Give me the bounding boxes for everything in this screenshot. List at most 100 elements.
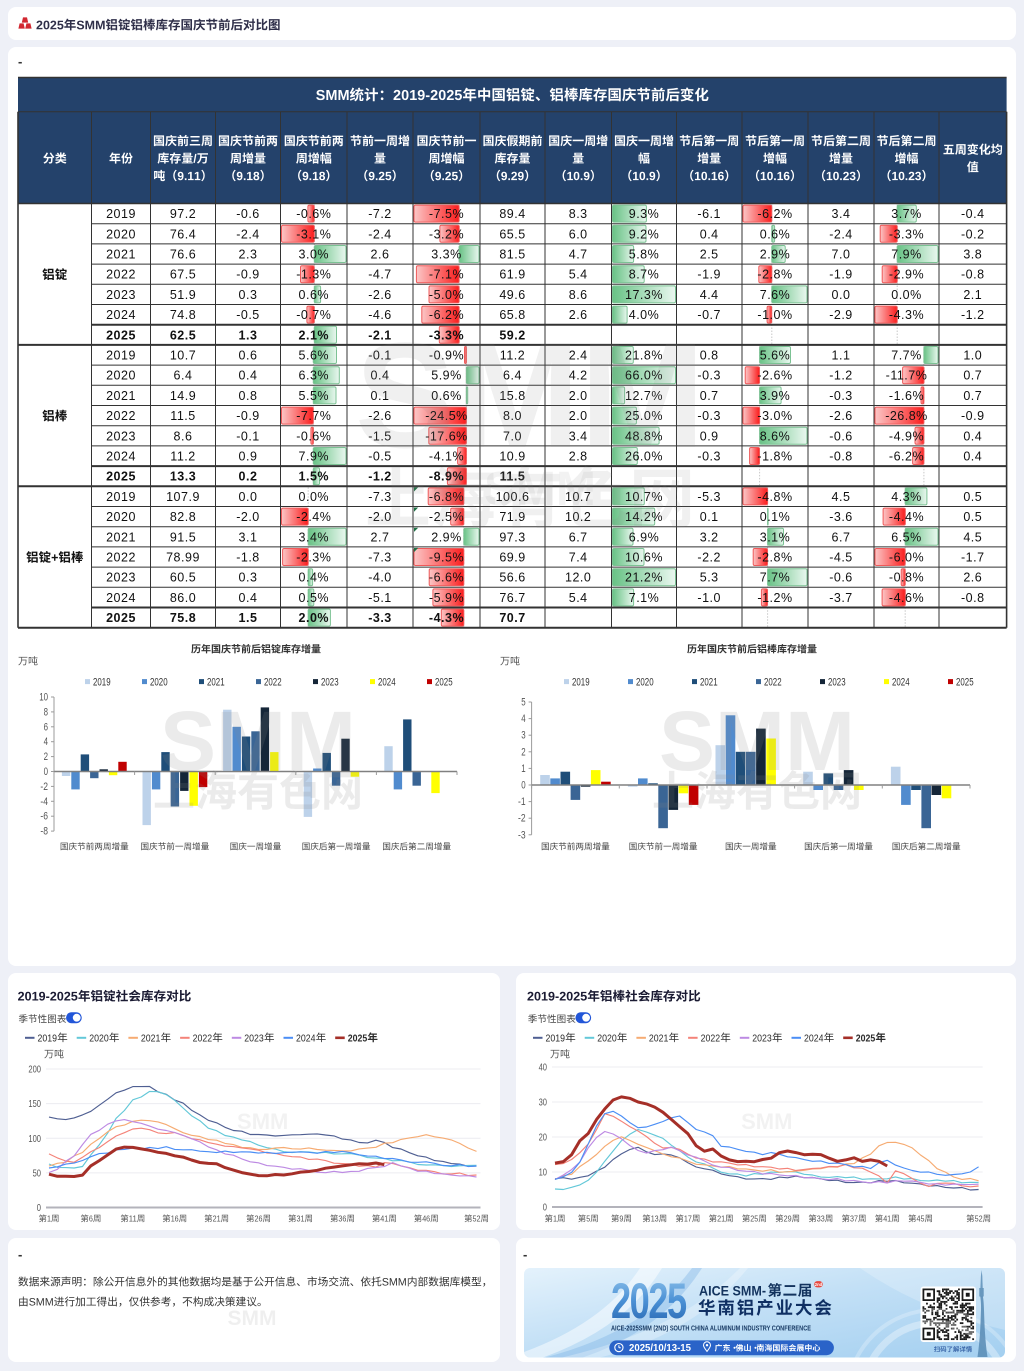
svg-text:7.9%: 7.9% <box>891 248 922 262</box>
svg-text:0.5%: 0.5% <box>299 591 330 605</box>
svg-text:2021: 2021 <box>141 1032 161 1044</box>
svg-text:21: 21 <box>213 1214 221 1224</box>
svg-text:2024: 2024 <box>804 1032 824 1044</box>
svg-text:45: 45 <box>917 1214 925 1224</box>
svg-text:-: - <box>18 54 22 69</box>
svg-text:2.1: 2.1 <box>963 288 982 302</box>
svg-text:-6.2%: -6.2% <box>889 450 924 464</box>
svg-text:2025/10/13-15: 2025/10/13-15 <box>629 1343 691 1354</box>
svg-text:11: 11 <box>129 1214 137 1224</box>
svg-text:56.6: 56.6 <box>499 571 525 585</box>
svg-text:-1.2: -1.2 <box>961 308 985 322</box>
svg-text:200: 200 <box>28 1064 41 1076</box>
svg-text:15.8: 15.8 <box>499 389 525 403</box>
svg-text:2.4: 2.4 <box>569 349 588 363</box>
svg-text:10.7: 10.7 <box>170 349 196 363</box>
svg-text:2025: 2025 <box>106 328 136 342</box>
svg-text:2.1%: 2.1% <box>299 328 330 342</box>
svg-text:-1.2: -1.2 <box>368 470 392 484</box>
svg-text:5.4: 5.4 <box>569 268 588 282</box>
svg-text:2022: 2022 <box>264 676 282 688</box>
svg-text:65.5: 65.5 <box>499 227 525 241</box>
svg-text:4.4: 4.4 <box>700 288 719 302</box>
svg-text:107.9: 107.9 <box>166 490 200 504</box>
svg-text:2020: 2020 <box>106 227 136 241</box>
svg-text:-3.3%: -3.3% <box>429 328 464 342</box>
svg-text:0.2: 0.2 <box>239 470 258 484</box>
svg-text:0.8: 0.8 <box>700 349 719 363</box>
svg-text:-0.6%: -0.6% <box>296 429 331 443</box>
svg-text:3.7%: 3.7% <box>891 207 922 221</box>
svg-text:-2.4: -2.4 <box>368 227 392 241</box>
svg-text:-4.7: -4.7 <box>368 268 392 282</box>
svg-text:4.0%: 4.0% <box>629 308 660 322</box>
svg-text:5.6%: 5.6% <box>299 349 330 363</box>
svg-text:2: 2 <box>521 746 525 758</box>
svg-text:150: 150 <box>28 1098 41 1110</box>
svg-text:1: 1 <box>47 1214 51 1224</box>
svg-text:0.9: 0.9 <box>239 450 258 464</box>
svg-text:7.0: 7.0 <box>503 429 522 443</box>
svg-text:-1.3%: -1.3% <box>296 268 331 282</box>
svg-text:60.5: 60.5 <box>170 571 196 585</box>
svg-text:0.6%: 0.6% <box>299 288 330 302</box>
svg-text:3.2: 3.2 <box>700 530 719 544</box>
svg-text:50: 50 <box>33 1168 42 1180</box>
svg-text:-0.6: -0.6 <box>236 207 260 221</box>
svg-text:13: 13 <box>651 1214 659 1224</box>
svg-text:12.0: 12.0 <box>565 571 591 585</box>
svg-text:0.3: 0.3 <box>239 571 258 585</box>
svg-text:-6.2%: -6.2% <box>757 207 792 221</box>
svg-text:-0.6%: -0.6% <box>296 207 331 221</box>
svg-text:9: 9 <box>619 1214 623 1224</box>
svg-text:-2: -2 <box>40 781 48 793</box>
svg-text:1: 1 <box>553 1214 557 1224</box>
svg-text:-2.6: -2.6 <box>368 288 392 302</box>
svg-text:2023: 2023 <box>321 676 339 688</box>
svg-text:-6: -6 <box>40 811 48 823</box>
svg-text:-2.6: -2.6 <box>368 409 392 423</box>
svg-text:0.0: 0.0 <box>832 288 851 302</box>
svg-text:6.7: 6.7 <box>832 530 851 544</box>
svg-text:4: 4 <box>44 736 48 748</box>
svg-text:7.6%: 7.6% <box>760 288 791 302</box>
svg-text:3.4%: 3.4% <box>299 530 330 544</box>
svg-text:17: 17 <box>684 1214 692 1224</box>
svg-text:0: 0 <box>543 1202 547 1214</box>
svg-text:89.4: 89.4 <box>499 207 525 221</box>
svg-text:-5.0%: -5.0% <box>429 288 464 302</box>
svg-text:2.5: 2.5 <box>700 248 719 262</box>
svg-text:41: 41 <box>883 1214 891 1224</box>
svg-text:10: 10 <box>39 692 48 704</box>
svg-text:-0.5: -0.5 <box>236 308 260 322</box>
svg-text:4.5: 4.5 <box>963 530 982 544</box>
svg-text:11.2: 11.2 <box>170 450 195 464</box>
svg-text:2023: 2023 <box>244 1032 264 1044</box>
svg-text:2.0%: 2.0% <box>299 611 330 625</box>
svg-text:-0.3: -0.3 <box>697 450 721 464</box>
svg-text:-2.1: -2.1 <box>368 328 392 342</box>
svg-text:0.4: 0.4 <box>371 369 390 383</box>
svg-text:2022: 2022 <box>764 676 782 688</box>
svg-text:5.3: 5.3 <box>700 571 719 585</box>
svg-text:2025: 2025 <box>856 1032 876 1044</box>
svg-text:-2.6%: -2.6% <box>757 369 792 383</box>
svg-text:2019: 2019 <box>38 1032 58 1044</box>
svg-text:-0.8: -0.8 <box>961 591 985 605</box>
svg-text:0.6: 0.6 <box>239 349 258 363</box>
svg-text:2024: 2024 <box>892 676 910 688</box>
svg-text:-8: -8 <box>40 826 48 838</box>
svg-text:-0.1: -0.1 <box>368 349 392 363</box>
svg-text:8.3: 8.3 <box>569 207 588 221</box>
svg-text:-5.1: -5.1 <box>368 591 392 605</box>
svg-text:0.4%: 0.4% <box>299 571 330 585</box>
svg-text:-0.9: -0.9 <box>236 268 260 282</box>
svg-text:70.7: 70.7 <box>499 611 525 625</box>
svg-text:21: 21 <box>717 1214 725 1224</box>
svg-text:-3.1%: -3.1% <box>296 227 331 241</box>
svg-text:2024: 2024 <box>106 308 136 322</box>
svg-text:2.8: 2.8 <box>569 450 588 464</box>
svg-text:0.9: 0.9 <box>700 429 719 443</box>
svg-text:0.5: 0.5 <box>963 510 982 524</box>
svg-text:7.1%: 7.1% <box>629 591 660 605</box>
